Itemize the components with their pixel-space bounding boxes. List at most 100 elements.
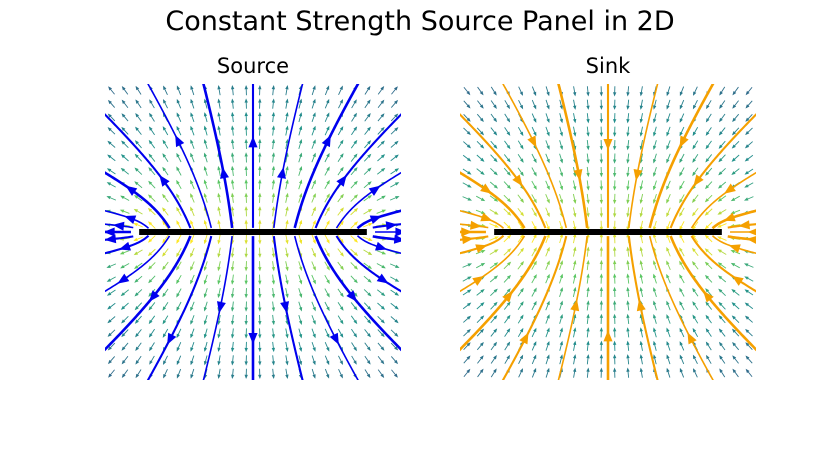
quiver-arrow-head [312,306,316,312]
quiver-arrow-head [493,328,498,333]
quiver-arrow-head [612,232,617,238]
quiver-arrow-head [480,144,485,149]
quiver-arrow-head [479,117,484,123]
streamline [627,235,659,380]
quiver-arrow-head [203,125,208,131]
quiver-arrow-head [731,144,736,149]
quiver-arrow-head [705,171,710,176]
streamline-arrow-head [216,301,226,314]
quiver-arrow-head [106,292,112,296]
quiver-arrow-head [599,146,604,151]
streamline-arrow-head [376,273,389,284]
quiver-arrow-head [559,327,563,332]
quiver-arrow-head [612,259,617,265]
quiver-arrow-head [639,286,643,292]
quiver-arrow-head [217,347,221,353]
quiver-arrow-head [520,261,525,266]
quiver-arrow-head [626,199,630,205]
quiver-arrow-head [176,112,180,117]
quiver-arrow-head [480,157,485,162]
quiver-arrow-head [353,279,358,284]
quiver-arrow-head [533,354,537,359]
quiver-arrow-head [176,266,180,271]
quiver-arrow-head [271,98,276,103]
quiver-arrow-head [493,341,498,347]
quiver-arrow-head [135,112,140,118]
quiver-arrow-head [692,131,697,137]
streamline-arrow-head [470,220,482,230]
quiver-arrow-head [691,247,696,252]
quiver-arrow-head [612,132,617,137]
quiver-arrow-head [353,99,357,104]
quiver-arrow-head [691,198,696,203]
quiver-arrow-head [612,300,617,305]
quiver-arrow-head [520,171,524,177]
quiver-arrow-head [258,294,262,299]
streamline [335,235,401,293]
quiver-arrow-head [745,117,750,122]
quiver-arrow-head [258,240,262,245]
quiver-arrow-head [339,153,344,158]
streamline-arrow-head [728,244,741,254]
quiver-arrow-head [271,293,276,299]
quiver-arrow-head [653,327,657,332]
quiver-arrow-head [599,273,604,278]
quiver-arrow-head [326,360,330,366]
quiver-arrow-head [559,118,563,124]
quiver-arrow-head [285,280,289,285]
quiver-arrow-head [339,139,344,145]
quiver-arrow-head [493,197,499,202]
streamline-arrow-head [573,168,583,181]
streamline-arrow-head [118,241,131,251]
streamline-arrow-head [125,185,138,196]
quiver-arrow-head [298,360,303,366]
quiver-arrow-head [717,224,722,228]
quiver-arrow-head [217,374,221,379]
quiver-arrow-head [162,193,166,199]
quiver-arrow-head [559,172,563,177]
quiver-arrow-head [506,184,511,190]
quiver-arrow-head [203,307,208,312]
quiver-arrow-head [367,140,372,145]
quiver-arrow-head [149,360,153,365]
quiver-arrow-head [730,250,735,254]
quiver-arrow-head [394,278,400,282]
quiver-arrow-head [271,125,276,130]
quiver-arrow-head [271,307,276,312]
quiver-arrow-head [599,199,604,205]
quiver-arrow-head [467,289,472,294]
quiver-arrow-head [679,260,683,266]
quiver-arrow-head [285,98,289,103]
quiver-arrow-head [148,180,153,185]
streamline-arrow-head [346,290,357,302]
quiver-arrow-head [573,286,577,292]
quiver-arrow-head [121,319,126,324]
quiver-arrow-head [298,320,303,325]
quiver-arrow-head [732,341,737,347]
quiver-arrow-head [107,332,112,337]
streamline [293,84,360,229]
quiver-arrow-head [271,361,276,366]
quiver-arrow-head [586,286,590,292]
quiver-arrow-head [326,374,330,379]
quiver-arrow-head [135,360,140,365]
quiver-arrow-head [258,219,262,224]
quiver-arrow-head [679,247,683,252]
quiver-arrow-head [134,153,139,158]
quiver-arrow-head [244,125,248,130]
quiver-arrow-head [599,226,604,232]
quiver-arrow-head [639,199,643,204]
quiver-arrow-head [133,265,139,270]
quiver-arrow-head [162,333,167,338]
quiver-arrow-head [162,239,167,244]
quiver-arrow-head [546,300,550,306]
quiver-arrow-head [546,327,550,333]
quiver-arrow-head [719,355,723,360]
quiver-arrow-head [162,292,167,298]
quiver-arrow-head [679,198,683,204]
quiver-arrow-head [339,319,344,325]
quiver-arrow-head [285,219,289,225]
quiver-arrow-head [298,112,303,117]
quiver-arrow-head [745,90,750,96]
quiver-arrow-head [394,305,399,310]
